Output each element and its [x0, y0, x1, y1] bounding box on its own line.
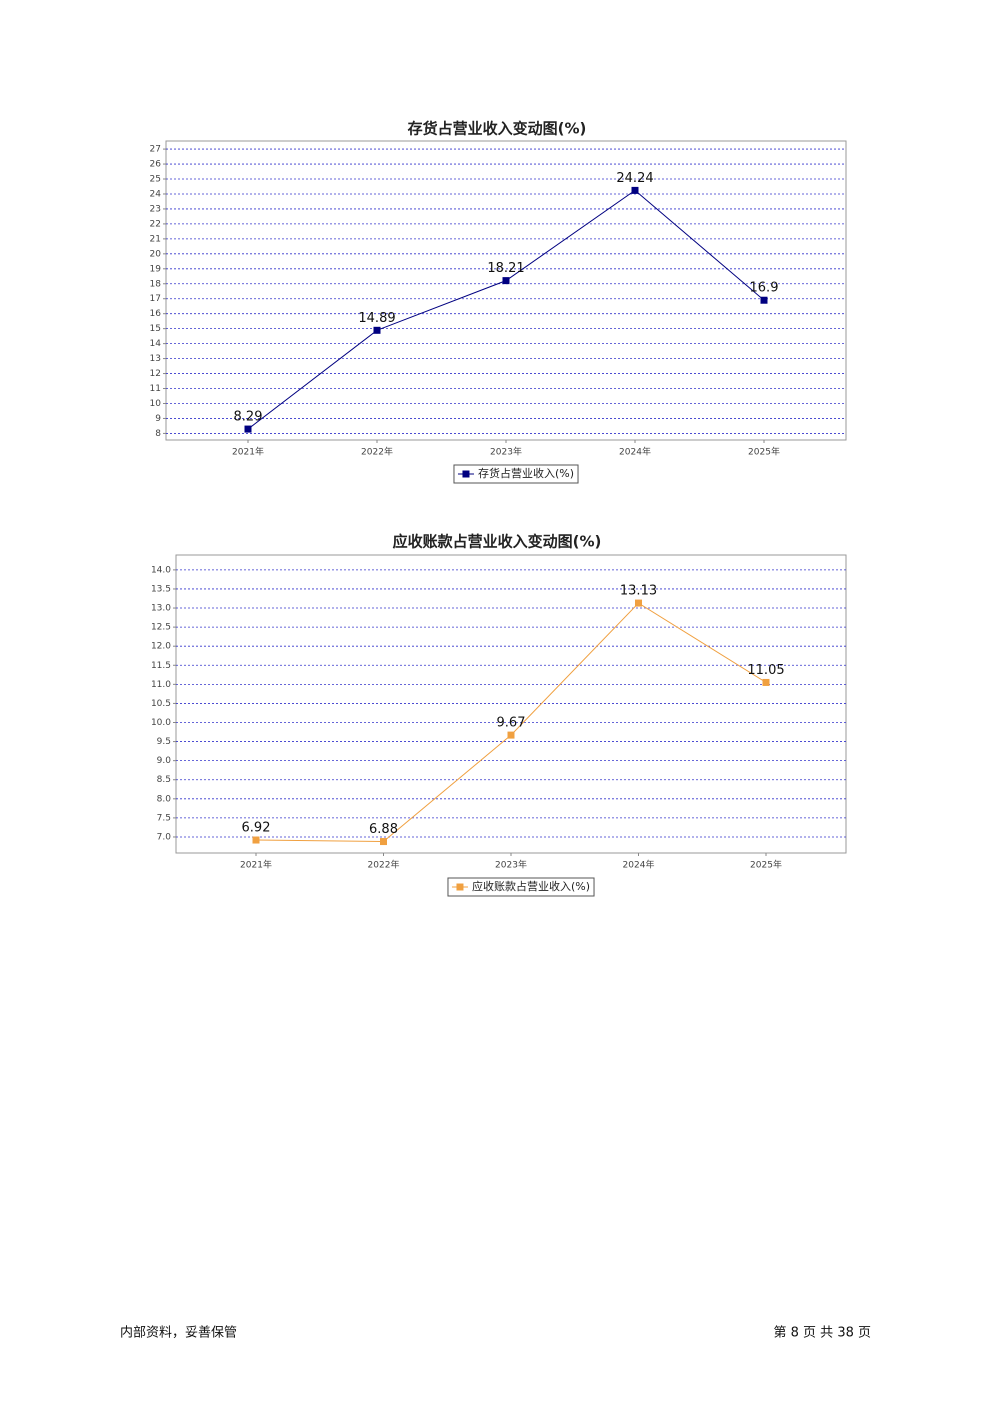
- data-label: 9.67: [497, 716, 526, 731]
- legend-box: [453, 464, 579, 484]
- plot-area: [175, 554, 847, 854]
- y-tick-label: 7.0: [157, 832, 172, 842]
- x-tick-label: 2022年: [368, 859, 400, 871]
- y-tick-label: 11: [150, 384, 161, 394]
- y-tick-label: 15: [150, 324, 161, 334]
- x-tick-label: 2023年: [490, 446, 522, 458]
- y-tick-label: 10.0: [151, 718, 171, 728]
- x-tick-label: 2022年: [361, 446, 393, 458]
- data-point: [760, 296, 768, 304]
- x-tick-label: 2021年: [232, 446, 264, 458]
- legend: 存货占营业收入(%): [453, 464, 579, 484]
- y-tick-label: 9.0: [157, 756, 172, 766]
- y-tick-label: 10: [150, 399, 162, 409]
- y-tick-label: 8: [155, 429, 161, 439]
- footer-left: 内部资料，妥善保管: [120, 1325, 237, 1341]
- y-tick-label: 27: [150, 145, 161, 155]
- data-label: 24.24: [616, 171, 653, 186]
- data-point: [373, 326, 381, 334]
- y-tick-label: 18: [150, 279, 162, 289]
- chart-title: 应收账款占营业收入变动图(%): [393, 533, 602, 551]
- y-tick-label: 24: [150, 189, 162, 199]
- data-point: [502, 277, 510, 285]
- data-point: [631, 186, 639, 194]
- x-tick-label: 2025年: [750, 859, 782, 871]
- data-point: [635, 599, 642, 607]
- y-tick-label: 23: [150, 204, 161, 214]
- y-tick-label: 19: [150, 264, 162, 274]
- y-tick-label: 20: [150, 249, 162, 259]
- x-tick-label: 2024年: [619, 446, 651, 458]
- y-tick-label: 11.0: [151, 680, 171, 690]
- y-tick-label: 11.5: [151, 661, 171, 671]
- legend-label: 存货占营业收入(%): [478, 466, 574, 480]
- y-tick-label: 25: [150, 175, 161, 185]
- plot-area: [165, 140, 847, 441]
- y-tick-label: 16: [150, 309, 162, 319]
- x-tick-label: 2024年: [623, 859, 655, 871]
- y-tick-label: 14.0: [151, 565, 171, 575]
- y-tick-label: 26: [150, 160, 162, 170]
- legend-swatch: [462, 470, 470, 478]
- y-tick-label: 12.0: [151, 642, 171, 652]
- data-label: 6.88: [369, 822, 398, 837]
- y-tick-label: 12.5: [151, 623, 171, 633]
- legend: 应收账款占营业收入(%): [447, 877, 595, 897]
- y-tick-label: 9.5: [157, 737, 171, 747]
- y-tick-label: 7.5: [157, 813, 171, 823]
- y-tick-label: 13.5: [151, 584, 171, 594]
- data-label: 6.92: [242, 821, 271, 836]
- y-tick-label: 17: [150, 294, 161, 304]
- y-tick-label: 22: [150, 219, 161, 229]
- data-label: 13.13: [620, 584, 657, 599]
- data-point: [252, 836, 260, 844]
- data-point: [507, 731, 515, 739]
- y-tick-label: 8.5: [157, 775, 171, 785]
- y-tick-label: 14: [150, 339, 162, 349]
- x-tick-label: 2023年: [495, 859, 527, 871]
- chart-title: 存货占营业收入变动图(%): [408, 120, 587, 138]
- data-label: 8.29: [234, 410, 263, 425]
- y-tick-label: 21: [150, 234, 161, 244]
- legend-swatch: [456, 883, 464, 891]
- footer-right: 第 8 页 共 38 页: [774, 1326, 871, 1341]
- data-label: 14.89: [358, 311, 395, 326]
- y-tick-label: 13.0: [151, 604, 171, 614]
- data-label: 16.9: [750, 281, 779, 296]
- y-tick-label: 10.5: [151, 699, 171, 709]
- x-tick-label: 2021年: [240, 859, 272, 871]
- data-point: [762, 678, 770, 686]
- legend-box: [447, 877, 595, 897]
- data-point: [380, 838, 387, 846]
- x-tick-label: 2025年: [748, 446, 780, 458]
- legend-label: 应收账款占营业收入(%): [472, 879, 590, 893]
- y-tick-label: 8.0: [157, 794, 172, 804]
- y-tick-label: 12: [150, 369, 161, 379]
- y-tick-label: 9: [155, 414, 161, 424]
- data-point: [244, 425, 252, 433]
- data-label: 11.05: [747, 663, 784, 678]
- y-tick-label: 13: [150, 354, 161, 364]
- data-label: 18.21: [487, 261, 524, 276]
